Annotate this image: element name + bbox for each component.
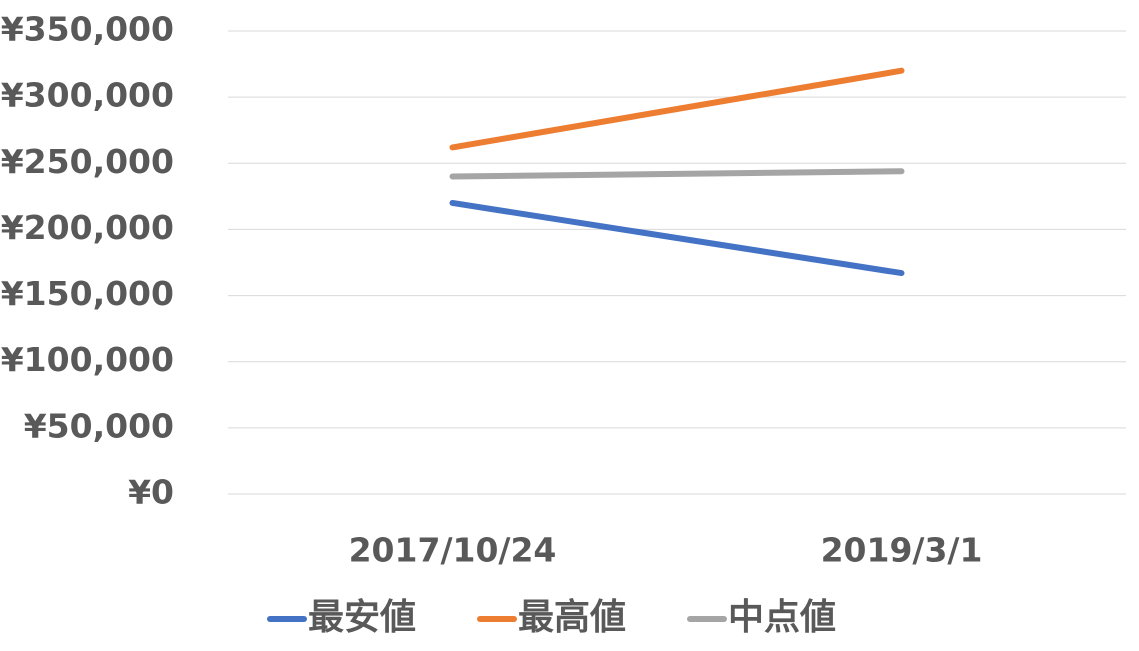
x-tick-label: 2019/3/1 bbox=[821, 531, 983, 570]
y-tick-label: ¥200,000 bbox=[1, 208, 174, 247]
legend-label: 最高値 bbox=[518, 597, 626, 638]
y-tick-label: ¥300,000 bbox=[1, 76, 174, 115]
series-line bbox=[449, 168, 905, 180]
y-tick-label: ¥0 bbox=[128, 473, 174, 512]
y-tick-label: ¥100,000 bbox=[1, 340, 174, 379]
y-tick-label: ¥50,000 bbox=[24, 406, 174, 445]
series-line bbox=[449, 199, 905, 277]
y-tick-label: ¥350,000 bbox=[1, 10, 174, 49]
series-line bbox=[449, 67, 905, 151]
legend-label: 中点値 bbox=[728, 597, 836, 638]
x-tick-label: 2017/10/24 bbox=[349, 531, 557, 570]
legend-label: 最安値 bbox=[308, 597, 416, 638]
y-tick-label: ¥250,000 bbox=[1, 142, 174, 181]
y-tick-label: ¥150,000 bbox=[1, 274, 174, 313]
